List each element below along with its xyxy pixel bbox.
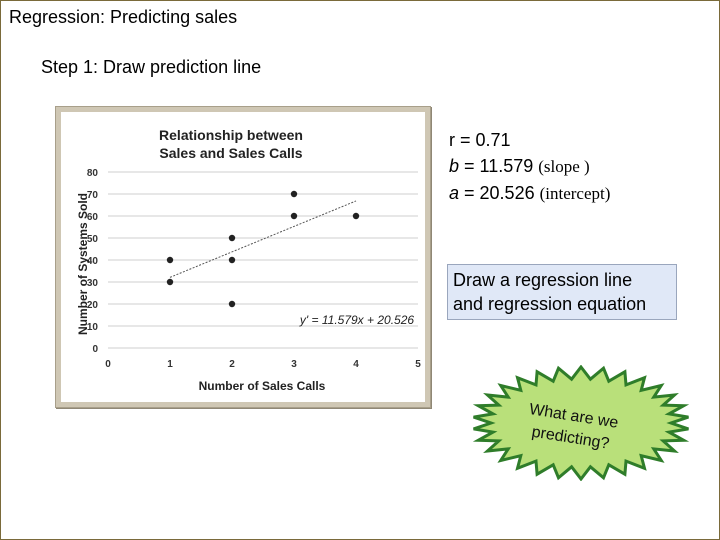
a-value: = 20.526 — [459, 183, 540, 203]
b-line: b = 11.579 (slope ) — [449, 153, 610, 180]
y-tick-label: 0 — [92, 344, 98, 355]
x-tick-label: 2 — [229, 359, 235, 370]
y-tick-label: 30 — [87, 278, 99, 289]
chart-gridlines — [108, 171, 418, 349]
y-tick-label: 50 — [87, 234, 99, 245]
data-point — [290, 190, 298, 198]
data-point — [228, 300, 236, 308]
x-tick-labels: 0 1 2 3 4 5 — [105, 359, 421, 370]
chart-panel: Relationship between Sales and Sales Cal… — [61, 112, 425, 402]
y-tick-label: 20 — [87, 300, 99, 311]
b-label: b — [449, 156, 460, 176]
instruction-line-1: Draw a regression line — [453, 270, 633, 290]
data-point — [352, 212, 360, 220]
b-value: = 11.579 — [459, 156, 539, 176]
regression-equation-label: y' = 11.579x + 20.526 — [299, 313, 414, 327]
chart-frame: Relationship between Sales and Sales Cal… — [55, 106, 431, 408]
y-tick-labels: 0 10 20 30 40 50 60 70 80 — [87, 168, 99, 355]
data-point — [166, 278, 174, 286]
b-note: (slope ) — [538, 157, 590, 176]
y-tick-label: 10 — [87, 322, 99, 333]
instruction-box: Draw a regression line and regression eq… — [447, 264, 677, 320]
data-point — [228, 234, 236, 242]
x-axis-label: Number of Sales Calls — [199, 379, 326, 393]
r-label: r = — [449, 130, 476, 150]
y-axis-label: Number of Systems Sold — [76, 193, 90, 335]
y-tick-label: 40 — [87, 256, 99, 267]
data-point — [228, 256, 236, 264]
r-value: 0.71 — [475, 130, 511, 150]
x-tick-label: 5 — [415, 359, 421, 370]
x-tick-label: 1 — [167, 359, 173, 370]
starburst-polygon — [472, 365, 690, 481]
regression-line — [169, 200, 357, 278]
chart-title-line-2: Sales and Sales Calls — [159, 145, 302, 161]
x-tick-label: 0 — [105, 359, 111, 370]
regression-stats: r = 0.71 b = 11.579 (slope ) a = 20.526 … — [449, 127, 610, 207]
y-tick-label: 60 — [87, 212, 99, 223]
a-note: (intercept) — [539, 184, 611, 203]
instruction-line-2: and regression equation — [453, 294, 647, 314]
x-tick-label: 3 — [291, 359, 297, 370]
a-line: a = 20.526 (intercept) — [449, 180, 610, 207]
chart-title-line-1: Relationship between — [159, 127, 303, 143]
data-points — [166, 190, 360, 308]
trendline-group — [169, 200, 357, 278]
y-tick-label: 80 — [87, 168, 99, 179]
data-point — [166, 256, 174, 264]
slide-title: Regression: Predicting sales — [9, 7, 238, 27]
data-point — [290, 212, 298, 220]
scatter-chart: Relationship between Sales and Sales Cal… — [76, 127, 421, 393]
x-tick-label: 4 — [353, 359, 359, 370]
y-tick-label: 70 — [87, 190, 99, 201]
a-label: a — [449, 183, 460, 203]
slide-subtitle: Step 1: Draw prediction line — [41, 57, 262, 77]
starburst-shape — [472, 365, 690, 481]
r-line: r = 0.71 — [449, 127, 610, 153]
